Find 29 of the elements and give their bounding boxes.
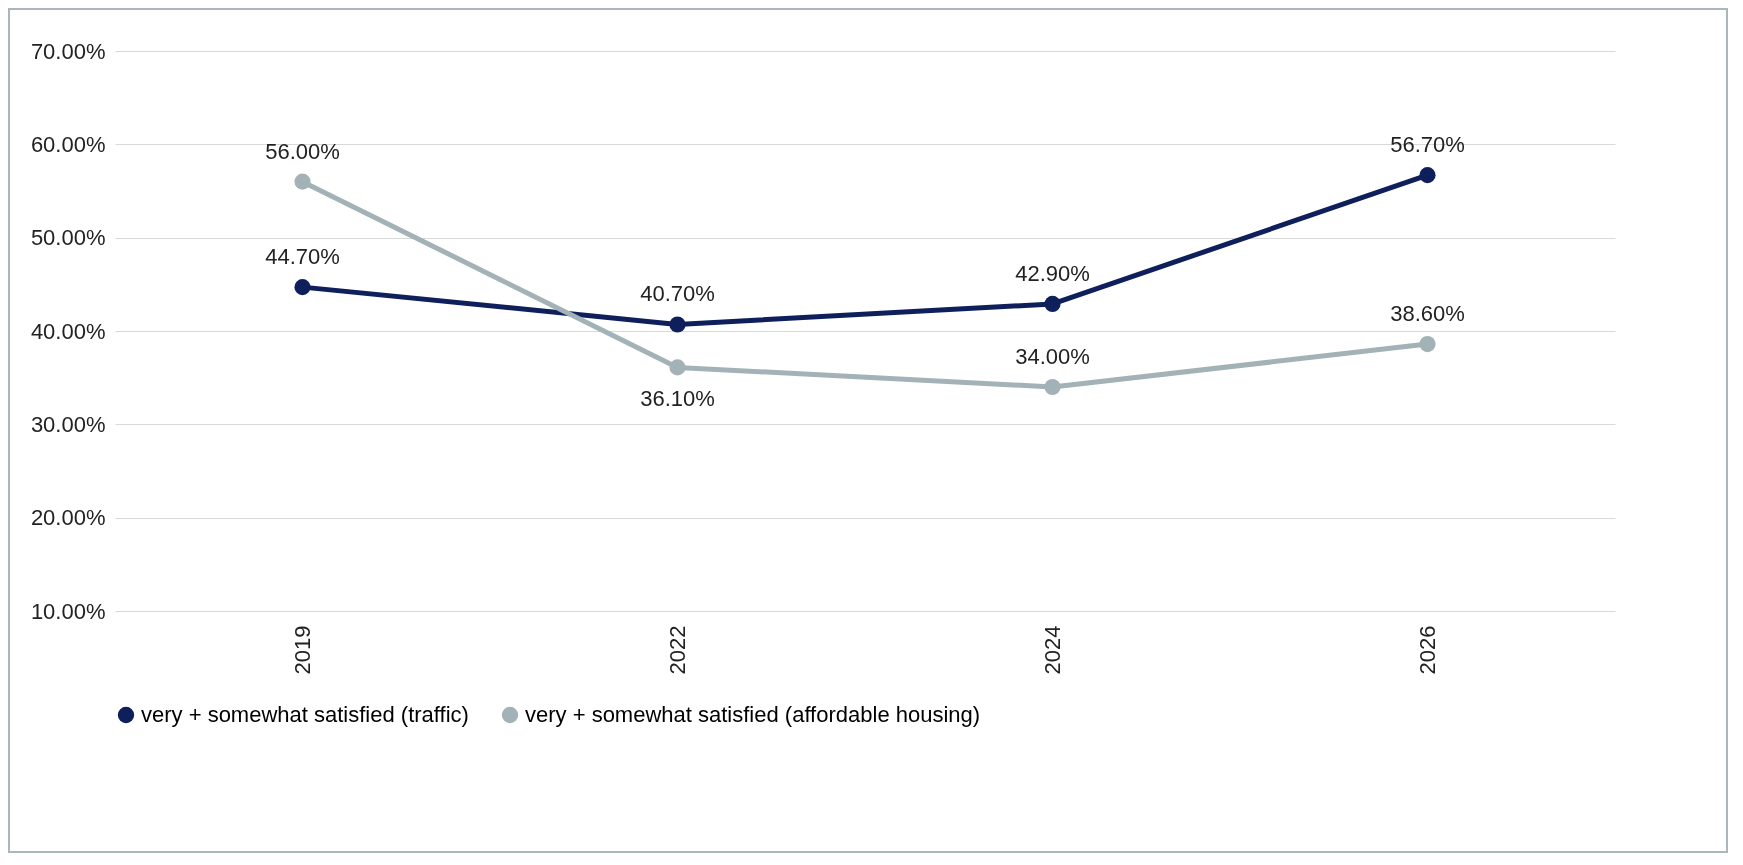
point xyxy=(669,359,686,376)
data-label: 44.70% xyxy=(265,244,340,270)
point xyxy=(1419,167,1436,184)
data-label: 56.00% xyxy=(265,138,340,164)
y-tick-label: 70.00% xyxy=(30,38,106,64)
point xyxy=(1419,336,1436,353)
data-label: 40.70% xyxy=(640,281,715,307)
x-tick-label: 2019 xyxy=(290,625,315,675)
y-tick-label: 20.00% xyxy=(30,505,106,531)
y-tick-label: 10.00% xyxy=(30,598,106,624)
point xyxy=(669,316,686,333)
point xyxy=(294,173,311,190)
y-tick-label: 40.00% xyxy=(30,318,106,344)
y-tick-label: 50.00% xyxy=(30,225,106,251)
legend-label: very + somewhat satisfied (traffic) xyxy=(141,702,469,727)
data-label: 36.10% xyxy=(640,386,715,412)
data-label: 42.90% xyxy=(1015,260,1090,286)
y-tick-label: 30.00% xyxy=(30,411,106,437)
point xyxy=(1044,378,1061,396)
y-tick-label: 60.00% xyxy=(30,131,106,157)
x-tick-label: 2026 xyxy=(1415,625,1440,675)
data-label: 34.00% xyxy=(1015,344,1090,369)
data-label: 56.70% xyxy=(1390,132,1465,158)
point xyxy=(1044,295,1061,312)
x-tick-label: 2024 xyxy=(1040,625,1065,675)
data-label: 38.60% xyxy=(1390,301,1465,327)
point xyxy=(294,279,311,296)
x-tick-label: 2022 xyxy=(665,625,690,675)
legend-label: very + somewhat satisfied (affordable housing) xyxy=(525,702,981,727)
